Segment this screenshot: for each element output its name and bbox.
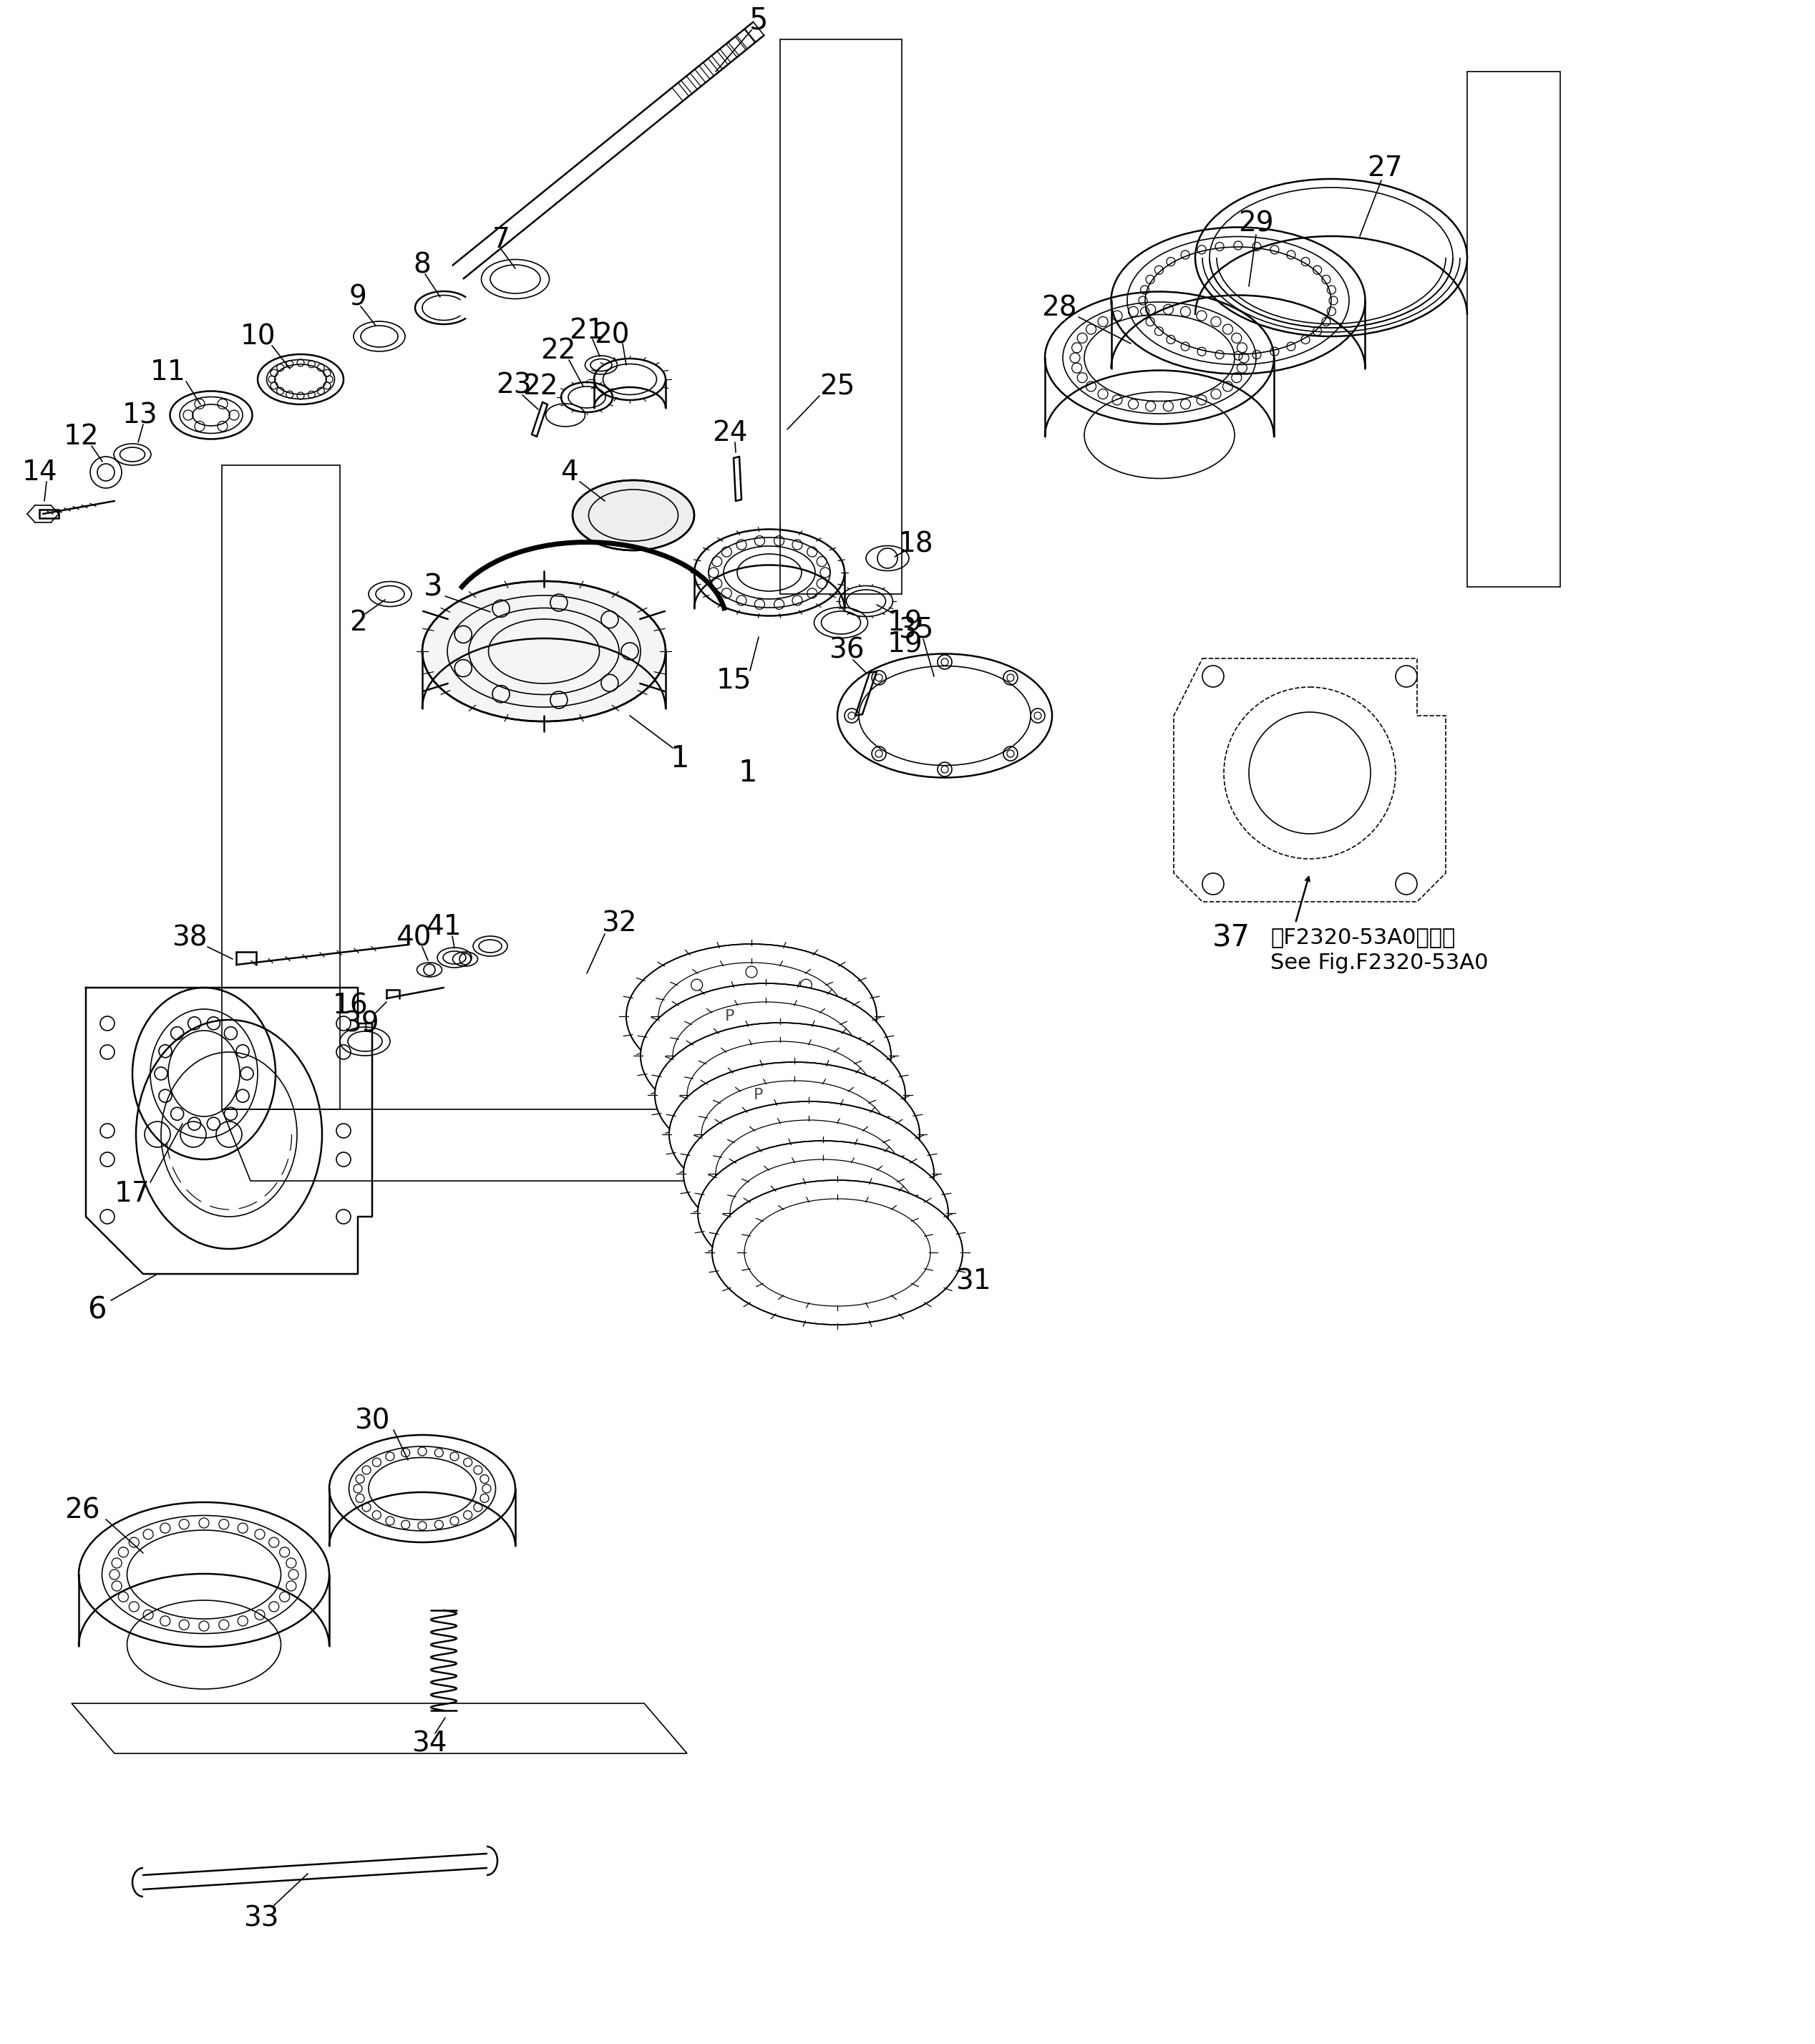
Text: 24: 24 bbox=[711, 419, 748, 446]
Ellipse shape bbox=[655, 1022, 906, 1167]
Ellipse shape bbox=[670, 1063, 920, 1206]
Text: 33: 33 bbox=[243, 1905, 280, 1932]
Text: 14: 14 bbox=[22, 458, 56, 486]
Text: 18: 18 bbox=[898, 529, 935, 558]
Text: 19: 19 bbox=[888, 609, 924, 636]
Text: 21: 21 bbox=[570, 317, 604, 343]
Text: 22: 22 bbox=[523, 372, 557, 401]
Text: 32: 32 bbox=[601, 910, 637, 936]
Text: 22: 22 bbox=[541, 337, 575, 364]
Text: 17: 17 bbox=[114, 1179, 151, 1208]
Text: 35: 35 bbox=[898, 615, 933, 644]
Text: 15: 15 bbox=[715, 666, 751, 693]
Text: 16: 16 bbox=[332, 991, 368, 1020]
Text: P: P bbox=[726, 1010, 735, 1024]
Ellipse shape bbox=[641, 983, 891, 1128]
Text: 36: 36 bbox=[829, 636, 864, 664]
Text: 3: 3 bbox=[423, 572, 443, 601]
Text: 39: 39 bbox=[343, 1010, 379, 1036]
Ellipse shape bbox=[626, 944, 877, 1089]
Ellipse shape bbox=[697, 1141, 947, 1286]
Text: 28: 28 bbox=[1042, 294, 1076, 321]
Text: 1: 1 bbox=[739, 758, 757, 789]
Text: P: P bbox=[811, 1245, 820, 1259]
Text: 5: 5 bbox=[750, 4, 768, 35]
Text: 12: 12 bbox=[64, 423, 98, 450]
Text: 4: 4 bbox=[561, 458, 577, 486]
Ellipse shape bbox=[572, 480, 693, 550]
Text: 40: 40 bbox=[396, 924, 432, 950]
Text: 8: 8 bbox=[414, 251, 432, 278]
Text: See Fig.F2320-53A0: See Fig.F2320-53A0 bbox=[1270, 953, 1488, 973]
Text: 37: 37 bbox=[1212, 922, 1251, 953]
Text: 9: 9 bbox=[348, 284, 367, 311]
Text: 30: 30 bbox=[354, 1406, 390, 1435]
Text: 29: 29 bbox=[1238, 211, 1274, 237]
Text: P: P bbox=[753, 1087, 764, 1102]
Text: 13: 13 bbox=[122, 401, 158, 429]
Text: 2: 2 bbox=[348, 609, 367, 636]
Text: 10: 10 bbox=[240, 323, 276, 350]
Text: 第F2320-53A0図参照: 第F2320-53A0図参照 bbox=[1270, 928, 1456, 948]
Ellipse shape bbox=[684, 1102, 935, 1247]
Ellipse shape bbox=[423, 580, 666, 722]
Text: 41: 41 bbox=[427, 914, 461, 940]
Text: P: P bbox=[782, 1167, 791, 1181]
Text: 26: 26 bbox=[65, 1496, 100, 1523]
Text: 1: 1 bbox=[670, 744, 690, 775]
Text: 38: 38 bbox=[172, 924, 207, 950]
Text: 7: 7 bbox=[492, 227, 510, 253]
Text: 27: 27 bbox=[1367, 155, 1403, 182]
Ellipse shape bbox=[711, 1179, 962, 1325]
Text: 20: 20 bbox=[594, 321, 630, 350]
Text: 6: 6 bbox=[87, 1294, 105, 1325]
Text: 25: 25 bbox=[820, 372, 855, 401]
Text: 31: 31 bbox=[955, 1267, 991, 1294]
Text: 11: 11 bbox=[151, 358, 185, 386]
Text: 23: 23 bbox=[495, 372, 532, 399]
Text: 19: 19 bbox=[888, 630, 924, 658]
Text: 34: 34 bbox=[412, 1729, 446, 1758]
